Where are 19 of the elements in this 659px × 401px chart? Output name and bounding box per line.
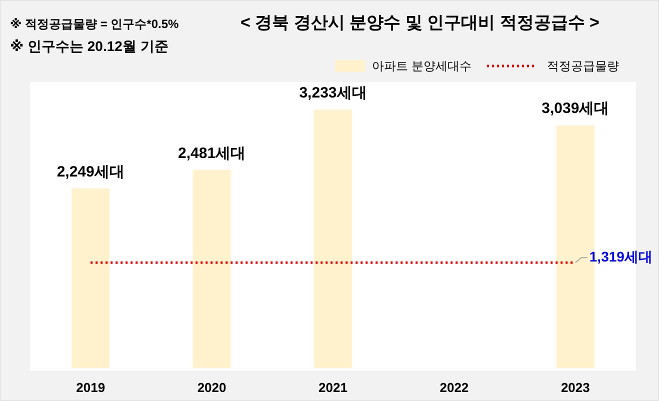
bar [72,188,110,368]
data-label: 3,233세대 [299,84,367,102]
x-tick-label: 2020 [197,380,226,395]
data-label: 1,319세대 [589,248,652,265]
legend-label: 적정공급물량 [547,59,619,73]
data-label: 3,039세대 [542,100,610,118]
bar [192,170,231,368]
chart-title: < 경북 경산시 분양수 및 인구대비 적정공급수 > [240,13,600,32]
적정공급물량: 1,319세대 [90,248,652,265]
x-tick-label: 2021 [318,380,348,395]
x-tick-label: 2023 [560,380,590,395]
legend-label: 아파트 분양세대수 [372,59,472,73]
data-label: 2,249세대 [56,163,124,180]
x-tick-label: 2022 [440,380,469,395]
x-tick-label: 2019 [76,380,106,395]
text: ※ 인구수는 20.12월 기준 [10,38,168,54]
text: ※ 적정공급물량 = 인구수*0.5% [10,17,180,31]
data-label: 2,481세대 [178,144,246,162]
bar [314,110,352,368]
